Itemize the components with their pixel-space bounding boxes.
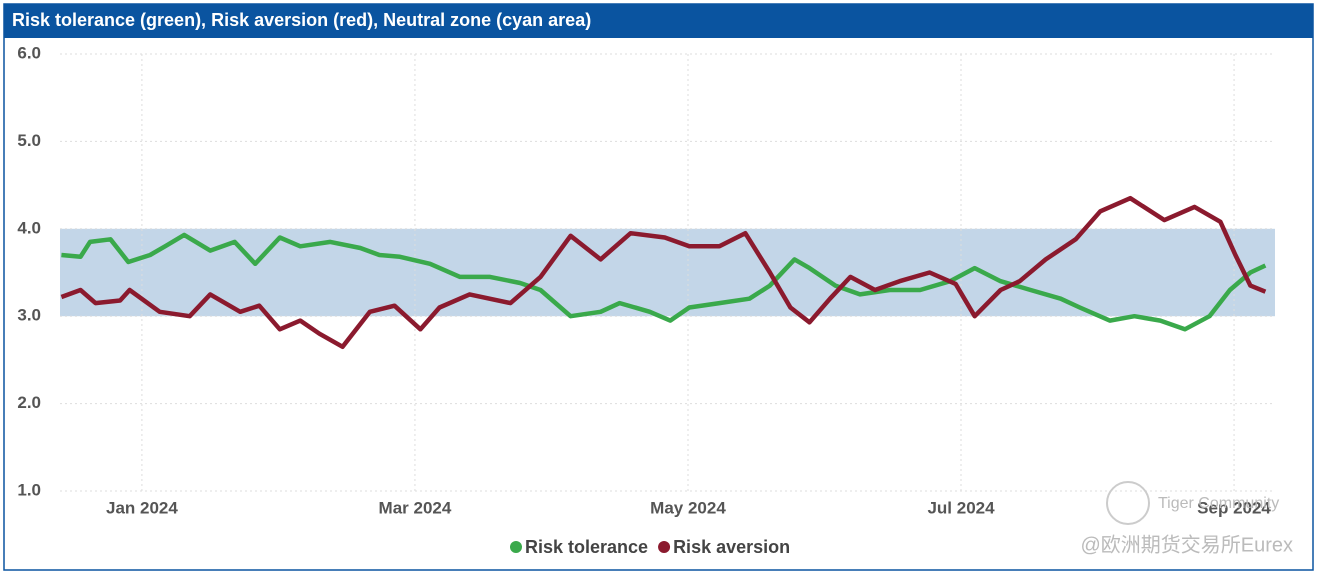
watermark: Tiger Community (1158, 495, 1279, 512)
title-bar (4, 4, 1313, 38)
y-tick-label: 5.0 (17, 131, 41, 150)
x-tick-label: Jul 2024 (927, 498, 995, 517)
y-tick-label: 3.0 (17, 306, 41, 325)
series-line (60, 195, 1267, 350)
watermark: @欧洲期货交易所Eurex (1080, 533, 1293, 556)
chart-title: Risk tolerance (green), Risk aversion (r… (12, 10, 591, 30)
x-tick-label: Jan 2024 (106, 498, 178, 517)
legend-marker (658, 541, 671, 553)
x-tick-label: Sep 2024 (1197, 498, 1271, 517)
y-tick-label: 2.0 (17, 393, 41, 412)
watermark-logo (1106, 481, 1150, 525)
series-line (61, 232, 1267, 332)
legend-label: Risk tolerance (525, 537, 648, 557)
neutral-zone (60, 228, 1275, 317)
legend-marker (510, 541, 522, 553)
legend-label: Risk aversion (673, 537, 790, 557)
y-tick-label: 6.0 (17, 43, 41, 62)
x-tick-label: Mar 2024 (379, 498, 452, 517)
y-tick-label: 1.0 (17, 480, 41, 499)
y-tick-label: 4.0 (17, 218, 41, 237)
x-tick-label: May 2024 (650, 498, 726, 517)
